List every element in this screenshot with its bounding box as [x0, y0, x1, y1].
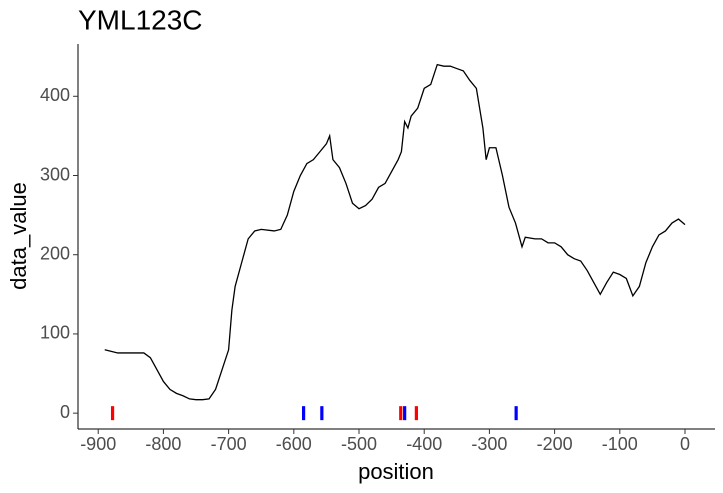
x-tick-label: -200 — [537, 434, 573, 454]
x-tick-label: -700 — [211, 434, 247, 454]
y-tick-label: 200 — [40, 243, 70, 263]
site-mark — [301, 406, 306, 421]
site-mark — [399, 406, 403, 421]
site-mark — [514, 406, 518, 421]
site-mark — [414, 406, 418, 421]
x-axis-title: position — [358, 459, 434, 484]
site-mark — [110, 406, 115, 421]
y-tick-label: 100 — [40, 323, 70, 343]
x-tick-label: -600 — [276, 434, 312, 454]
chart-title: YML123C — [78, 4, 203, 35]
x-tick-label: -900 — [80, 434, 116, 454]
y-tick-label: 0 — [60, 402, 70, 422]
x-tick-label: -100 — [602, 434, 638, 454]
x-tick-label: -800 — [145, 434, 181, 454]
data-line — [104, 63, 686, 401]
y-tick-label: 400 — [40, 85, 70, 105]
x-tick-label: -400 — [406, 434, 442, 454]
y-tick-label: 300 — [40, 164, 70, 184]
site-mark — [403, 406, 407, 421]
site-mark — [320, 406, 324, 421]
x-tick-label: -300 — [471, 434, 507, 454]
x-tick-label: -500 — [341, 434, 377, 454]
y-axis-title: data_value — [6, 182, 31, 290]
x-tick-label: 0 — [680, 434, 690, 454]
